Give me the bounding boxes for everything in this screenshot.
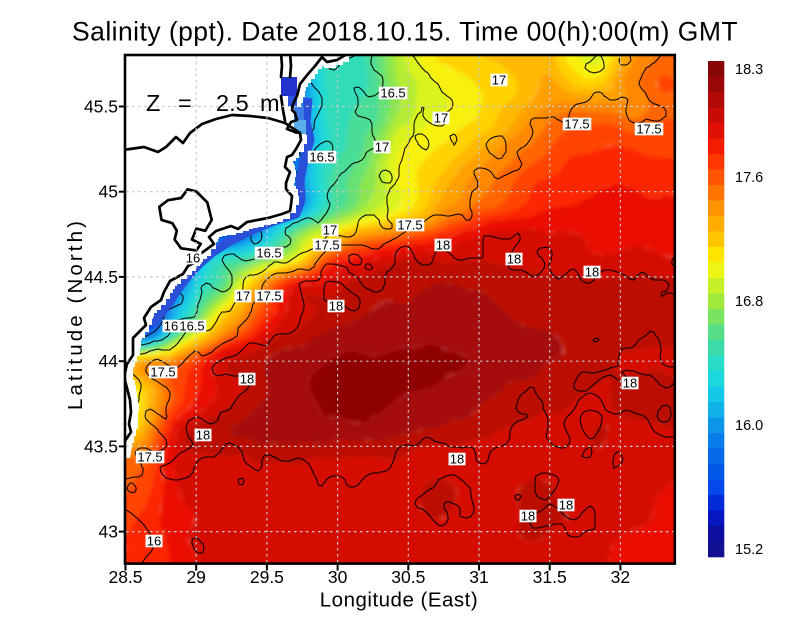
svg-text:18: 18 [585, 265, 599, 280]
svg-text:Salinity (ppt). Date 2018.10.1: Salinity (ppt). Date 2018.10.15. Time 00… [72, 17, 738, 47]
svg-text:17: 17 [375, 140, 389, 155]
svg-text:18: 18 [450, 452, 464, 467]
svg-text:16: 16 [147, 534, 161, 549]
svg-text:44: 44 [99, 351, 119, 371]
svg-text:m: m [260, 90, 280, 116]
svg-text:45.5: 45.5 [84, 97, 118, 117]
svg-text:17.5: 17.5 [636, 122, 661, 137]
svg-text:16.5: 16.5 [179, 319, 204, 334]
svg-text:17: 17 [434, 111, 448, 126]
svg-text:28.5: 28.5 [108, 567, 142, 587]
svg-text:17: 17 [323, 223, 337, 238]
svg-text:=: = [178, 90, 192, 116]
svg-text:17.6: 17.6 [735, 170, 763, 186]
svg-text:29: 29 [186, 567, 205, 587]
svg-text:16.5: 16.5 [309, 150, 334, 165]
svg-text:17.5: 17.5 [564, 117, 589, 132]
svg-text:Latitude (North): Latitude (North) [64, 218, 87, 410]
svg-text:18: 18 [196, 428, 210, 443]
svg-text:31: 31 [469, 567, 488, 587]
svg-text:32: 32 [611, 567, 630, 587]
svg-text:Z: Z [146, 90, 160, 116]
svg-text:18: 18 [329, 299, 343, 314]
svg-text:43: 43 [99, 522, 118, 542]
svg-text:15.2: 15.2 [735, 542, 763, 558]
svg-text:43.5: 43.5 [84, 436, 118, 456]
svg-text:17.5: 17.5 [397, 218, 422, 233]
svg-text:17: 17 [236, 289, 250, 304]
svg-text:16.5: 16.5 [380, 86, 405, 101]
svg-text:18: 18 [521, 509, 535, 524]
svg-text:16: 16 [164, 319, 178, 334]
svg-text:18: 18 [436, 238, 450, 253]
svg-text:2.5: 2.5 [216, 90, 249, 116]
svg-text:16.8: 16.8 [735, 294, 763, 310]
svg-text:16.5: 16.5 [256, 246, 281, 261]
svg-text:17.5: 17.5 [314, 238, 339, 253]
svg-text:17.5: 17.5 [137, 450, 162, 465]
svg-text:17: 17 [492, 73, 506, 88]
svg-text:16.0: 16.0 [735, 418, 763, 434]
svg-text:18: 18 [623, 376, 637, 391]
svg-text:30: 30 [328, 567, 348, 587]
svg-text:18: 18 [559, 498, 573, 513]
svg-text:16: 16 [186, 251, 200, 266]
svg-text:Longitude (East): Longitude (East) [320, 589, 478, 612]
svg-text:44.5: 44.5 [84, 267, 118, 287]
svg-text:18: 18 [507, 252, 521, 267]
svg-text:17.5: 17.5 [256, 289, 281, 304]
svg-text:17.5: 17.5 [150, 365, 175, 380]
svg-text:29.5: 29.5 [250, 567, 284, 587]
svg-text:31.5: 31.5 [533, 567, 567, 587]
svg-text:18: 18 [240, 372, 254, 387]
svg-text:45: 45 [99, 182, 118, 202]
svg-text:18.3: 18.3 [735, 62, 763, 78]
svg-text:30.5: 30.5 [391, 567, 425, 587]
